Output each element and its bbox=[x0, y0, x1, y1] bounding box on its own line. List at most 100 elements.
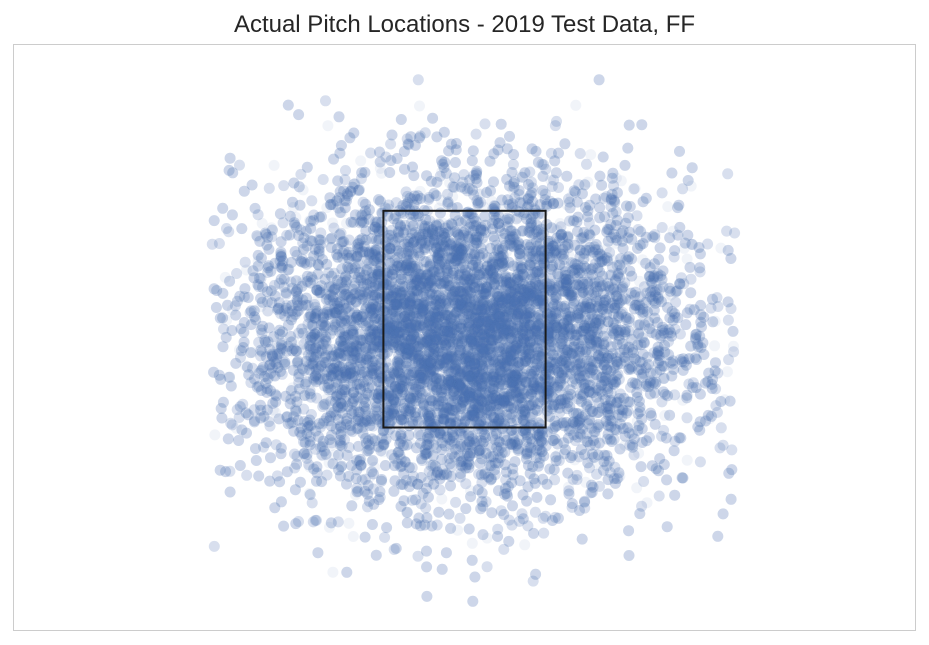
pitch-point bbox=[411, 414, 423, 426]
pitch-point bbox=[677, 394, 689, 406]
pitch-point bbox=[545, 418, 557, 430]
pitch-point bbox=[423, 351, 435, 362]
pitch-point bbox=[425, 408, 437, 420]
pitch-point bbox=[301, 390, 313, 402]
pitch-point bbox=[402, 257, 414, 269]
pitch-point bbox=[613, 471, 625, 483]
pitch-point bbox=[595, 405, 607, 417]
pitch-point bbox=[573, 344, 585, 356]
pitch-point bbox=[582, 176, 594, 188]
pitch-point bbox=[408, 348, 420, 360]
pitch-point bbox=[662, 201, 674, 213]
pitch-point bbox=[303, 359, 315, 371]
pitch-point bbox=[428, 292, 440, 304]
pitch-point bbox=[566, 341, 577, 353]
pitch-point bbox=[528, 332, 540, 344]
pitch-point bbox=[474, 328, 486, 340]
pitch-point bbox=[269, 407, 281, 418]
pitch-point bbox=[585, 371, 597, 382]
pitch-point bbox=[581, 349, 593, 361]
pitch-point bbox=[515, 354, 526, 366]
pitch-point bbox=[275, 335, 287, 347]
pitch-point bbox=[420, 329, 432, 340]
pitch-point bbox=[472, 343, 483, 355]
pitch-point bbox=[378, 436, 390, 448]
pitch-point bbox=[597, 307, 609, 319]
pitch-point bbox=[580, 305, 592, 317]
pitch-point bbox=[371, 387, 383, 399]
pitch-point bbox=[498, 292, 509, 304]
pitch-point bbox=[463, 356, 475, 367]
pitch-point bbox=[554, 248, 566, 260]
pitch-point bbox=[444, 226, 456, 237]
pitch-point bbox=[557, 327, 569, 339]
pitch-point bbox=[394, 361, 406, 373]
pitch-point bbox=[466, 212, 478, 224]
pitch-point bbox=[634, 326, 646, 338]
pitch-point bbox=[447, 191, 459, 203]
pitch-point bbox=[516, 248, 528, 260]
pitch-point bbox=[261, 370, 273, 382]
pitch-point bbox=[496, 407, 508, 419]
pitch-point bbox=[682, 353, 694, 365]
pitch-point bbox=[447, 293, 459, 305]
pitch-point bbox=[709, 340, 721, 352]
pitch-point bbox=[580, 236, 592, 248]
pitch-point bbox=[342, 261, 354, 273]
pitch-point bbox=[475, 359, 487, 371]
pitch-point bbox=[304, 461, 316, 473]
pitch-point bbox=[622, 344, 634, 355]
pitch-point bbox=[511, 257, 523, 269]
pitch-point bbox=[534, 336, 546, 348]
pitch-point bbox=[311, 364, 323, 375]
pitch-point bbox=[418, 226, 429, 238]
pitch-point bbox=[477, 413, 488, 425]
pitch-point bbox=[415, 283, 427, 295]
pitch-point bbox=[414, 426, 426, 438]
pitch-point bbox=[439, 319, 451, 331]
pitch-point bbox=[576, 359, 588, 371]
pitch-point bbox=[413, 245, 425, 257]
pitch-point bbox=[252, 255, 264, 267]
pitch-point bbox=[466, 537, 478, 549]
pitch-point bbox=[528, 383, 540, 395]
pitch-point bbox=[352, 291, 364, 303]
pitch-point bbox=[435, 195, 447, 206]
pitch-point bbox=[322, 120, 334, 132]
pitch-point bbox=[417, 350, 429, 362]
pitch-point bbox=[491, 244, 502, 256]
pitch-point bbox=[650, 279, 662, 291]
pitch-point bbox=[423, 306, 435, 318]
pitch-point bbox=[503, 294, 515, 306]
pitch-point bbox=[566, 347, 578, 359]
pitch-point bbox=[525, 263, 537, 275]
pitch-point bbox=[478, 397, 490, 409]
pitch-point bbox=[453, 368, 465, 380]
pitch-point bbox=[377, 446, 389, 458]
pitch-point bbox=[486, 195, 498, 207]
pitch-point bbox=[507, 423, 519, 435]
pitch-point bbox=[545, 174, 557, 186]
pitch-point bbox=[587, 430, 599, 441]
plot-area bbox=[13, 44, 916, 631]
pitch-point bbox=[337, 281, 348, 293]
pitch-point bbox=[586, 415, 598, 427]
pitch-point bbox=[327, 217, 339, 229]
pitch-point bbox=[527, 343, 539, 355]
pitch-point bbox=[406, 272, 418, 284]
pitch-point bbox=[562, 317, 574, 329]
pitch-point bbox=[452, 310, 464, 322]
pitch-point bbox=[383, 271, 395, 283]
pitch-point bbox=[455, 363, 467, 375]
pitch-point bbox=[572, 364, 584, 376]
pitch-point bbox=[421, 312, 433, 324]
pitch-point bbox=[529, 321, 540, 333]
pitch-point bbox=[307, 374, 319, 386]
pitch-point bbox=[719, 394, 731, 406]
pitch-point bbox=[340, 422, 351, 433]
pitch-point bbox=[508, 441, 519, 453]
pitch-point bbox=[317, 438, 329, 450]
pitch-point bbox=[341, 217, 352, 229]
pitch-point bbox=[563, 248, 574, 260]
pitch-point bbox=[437, 217, 449, 229]
